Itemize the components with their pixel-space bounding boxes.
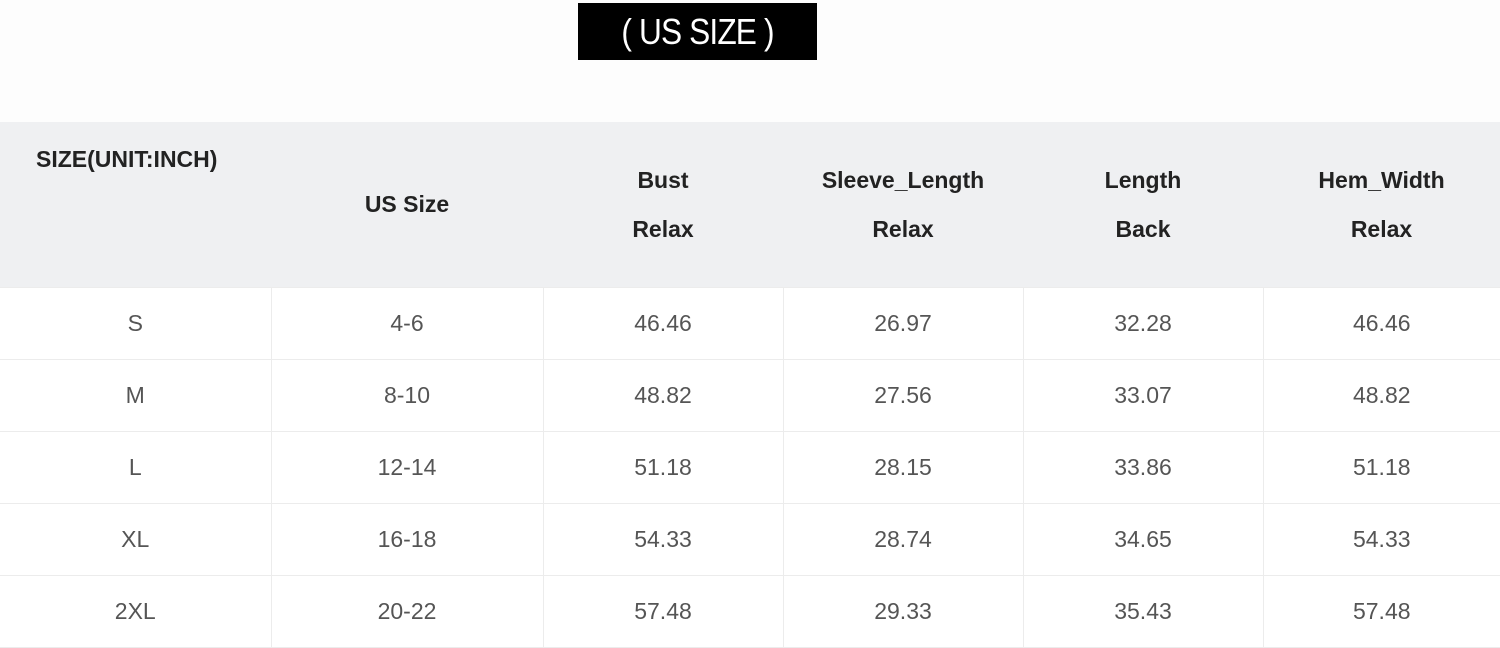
cell-sleeve-length: 27.56 [782,359,1024,432]
cell-sleeve-length: 26.97 [782,287,1024,360]
subheader-length: Back [1023,208,1263,288]
header-hem-width: Hem_Width [1263,122,1500,208]
cell-us-size: 12-14 [270,431,544,504]
cell-size: L [0,431,272,504]
table-row: 2XL 20-22 57.48 29.33 35.43 57.48 [0,575,1500,648]
cell-sleeve-length: 28.15 [782,431,1024,504]
size-chart-table: SIZE(UNIT:INCH) US Size Bust Sleeve_Leng… [0,122,1500,648]
cell-us-size: 8-10 [270,359,544,432]
cell-size: S [0,287,272,360]
header-size: SIZE(UNIT:INCH) [0,122,271,288]
cell-size: M [0,359,272,432]
header-row: SIZE(UNIT:INCH) US Size Bust Sleeve_Leng… [0,122,1500,288]
title-text: ( US SIZE ) [621,10,774,52]
subheader-sleeve-length: Relax [783,208,1023,288]
cell-us-size: 16-18 [270,503,544,576]
table-row: L 12-14 51.18 28.15 33.86 51.18 [0,431,1500,504]
header-bust: Bust [543,122,783,208]
cell-size: 2XL [0,575,272,648]
size-chart-title: ( US SIZE ) [578,3,817,60]
cell-hem-width: 46.46 [1262,287,1500,360]
header-length: Length [1023,122,1263,208]
cell-sleeve-length: 28.74 [782,503,1024,576]
cell-length: 33.86 [1022,431,1264,504]
cell-hem-width: 54.33 [1262,503,1500,576]
cell-bust: 48.82 [542,359,784,432]
cell-bust: 54.33 [542,503,784,576]
cell-size: XL [0,503,272,576]
cell-length: 33.07 [1022,359,1264,432]
cell-sleeve-length: 29.33 [782,575,1024,648]
cell-bust: 57.48 [542,575,784,648]
table-row: XL 16-18 54.33 28.74 34.65 54.33 [0,503,1500,576]
cell-length: 35.43 [1022,575,1264,648]
cell-bust: 51.18 [542,431,784,504]
table-row: M 8-10 48.82 27.56 33.07 48.82 [0,359,1500,432]
subheader-bust: Relax [543,208,783,288]
subheader-hem-width: Relax [1263,208,1500,288]
header-sleeve-length: Sleeve_Length [783,122,1023,208]
cell-hem-width: 51.18 [1262,431,1500,504]
table-row: S 4-6 46.46 26.97 32.28 46.46 [0,287,1500,360]
cell-us-size: 20-22 [270,575,544,648]
cell-length: 34.65 [1022,503,1264,576]
header-us-size: US Size [271,122,543,288]
cell-us-size: 4-6 [270,287,544,360]
cell-bust: 46.46 [542,287,784,360]
cell-length: 32.28 [1022,287,1264,360]
cell-hem-width: 57.48 [1262,575,1500,648]
subheader-row: Relax Relax Back Relax [0,208,1500,288]
cell-hem-width: 48.82 [1262,359,1500,432]
